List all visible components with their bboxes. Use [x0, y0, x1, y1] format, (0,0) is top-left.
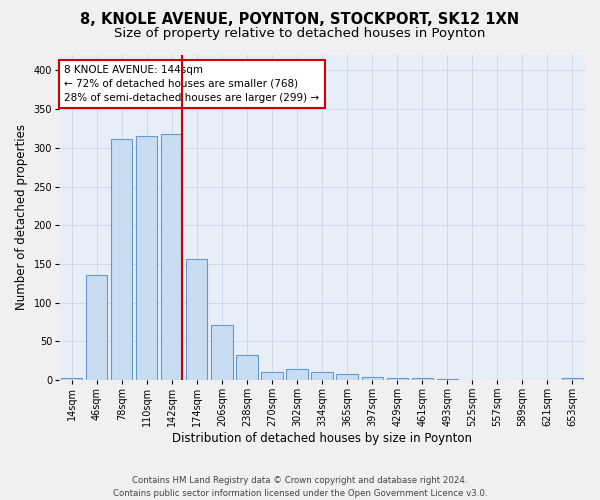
Text: 8, KNOLE AVENUE, POYNTON, STOCKPORT, SK12 1XN: 8, KNOLE AVENUE, POYNTON, STOCKPORT, SK1… — [80, 12, 520, 28]
Text: 8 KNOLE AVENUE: 144sqm
← 72% of detached houses are smaller (768)
28% of semi-de: 8 KNOLE AVENUE: 144sqm ← 72% of detached… — [64, 64, 320, 103]
Bar — [211, 325, 233, 380]
Bar — [311, 372, 333, 380]
Bar — [262, 372, 283, 380]
Text: Size of property relative to detached houses in Poynton: Size of property relative to detached ho… — [115, 28, 485, 40]
Text: Contains HM Land Registry data © Crown copyright and database right 2024.
Contai: Contains HM Land Registry data © Crown c… — [113, 476, 487, 498]
Bar — [111, 138, 133, 380]
Bar — [437, 379, 458, 380]
Bar — [386, 378, 408, 380]
Bar — [562, 378, 583, 380]
Bar — [61, 378, 82, 380]
Bar — [236, 355, 257, 380]
Y-axis label: Number of detached properties: Number of detached properties — [15, 124, 28, 310]
Bar — [362, 377, 383, 380]
Bar — [337, 374, 358, 380]
Bar — [136, 136, 157, 380]
X-axis label: Distribution of detached houses by size in Poynton: Distribution of detached houses by size … — [172, 432, 472, 445]
Bar — [86, 275, 107, 380]
Bar — [412, 378, 433, 380]
Bar — [186, 258, 208, 380]
Bar — [286, 369, 308, 380]
Bar — [161, 134, 182, 380]
